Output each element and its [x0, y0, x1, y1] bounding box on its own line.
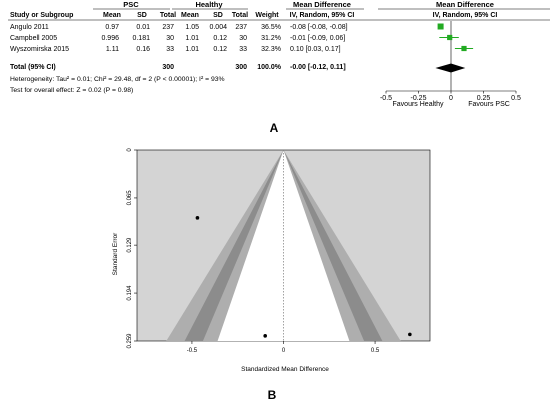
- panel-a-label: A: [270, 121, 279, 135]
- header-psc-total: Total: [160, 12, 176, 19]
- study-data-point: [195, 216, 200, 220]
- forest-tick-label: -0.25: [411, 95, 427, 102]
- healthy-total: 30: [239, 35, 247, 42]
- total-label: Total (95% CI): [10, 64, 56, 71]
- weight: 32.3%: [261, 46, 281, 53]
- psc-sd: 0.16: [136, 46, 150, 53]
- header-psc-mean: Mean: [103, 12, 121, 19]
- psc-mean: 0.97: [105, 24, 119, 31]
- ci-text: -0.08 [-0.08, -0.08]: [290, 24, 348, 31]
- overall-effect-text: Test for overall effect: Z = 0.02 (P = 0…: [10, 87, 133, 94]
- header-weight: Weight: [255, 12, 279, 19]
- forest-tick-label: 0.5: [511, 95, 521, 102]
- favours-right-label: Favours PSC: [468, 101, 510, 108]
- study-name: Wyszomirska 2015: [10, 46, 69, 53]
- funnel-y-tick-label: 0.194: [127, 285, 133, 301]
- forest-plot-panel: PSC Healthy Mean Difference Mean Differe…: [8, 0, 550, 135]
- heterogeneity-text: Heterogeneity: Tau² = 0.01; Chi² = 29.48…: [10, 76, 225, 83]
- funnel-x-axis-title: Standardized Mean Difference: [241, 366, 329, 373]
- study-name: Campbell 2005: [10, 35, 57, 42]
- healthy-sd: 0.12: [213, 46, 227, 53]
- study-name: Angulo 2011: [10, 24, 49, 31]
- study-row-2: Campbell 2005 0.996 0.181 30 1.01 0.12 3…: [10, 35, 345, 42]
- header-healthy-sd: SD: [213, 12, 223, 19]
- header-md-method: IV, Random, 95% CI: [290, 12, 355, 19]
- psc-total: 237: [162, 24, 174, 31]
- psc-total: 300: [162, 64, 174, 71]
- psc-mean: 0.996: [101, 35, 119, 42]
- ci-text: 0.10 [0.03, 0.17]: [290, 46, 341, 53]
- header-healthy-total: Total: [232, 12, 248, 19]
- total-weight: 100.0%: [257, 64, 282, 71]
- header-md-plot-group: Mean Difference: [436, 0, 494, 9]
- funnel-y-tick-label: 0.259: [127, 333, 133, 349]
- psc-total: 30: [166, 35, 174, 42]
- header-psc-group: PSC: [123, 0, 139, 9]
- healthy-mean: 1.05: [185, 24, 199, 31]
- healthy-total: 300: [235, 64, 247, 71]
- psc-mean: 1.11: [106, 46, 119, 53]
- funnel-y-tick-label: 0.129: [127, 237, 133, 253]
- study-point-marker: [447, 34, 453, 41]
- header-psc-sd: SD: [137, 12, 147, 19]
- forest-plot-graphic: -0.5 -0.25 0 0.25 0.5: [380, 21, 521, 102]
- healthy-sd: 0.004: [209, 24, 227, 31]
- psc-sd: 0.181: [132, 35, 150, 42]
- header-healthy-group: Healthy: [195, 0, 223, 9]
- study-row-3: Wyszomirska 2015 1.11 0.16 33 1.01 0.12 …: [10, 46, 341, 53]
- funnel-core-region: [217, 150, 350, 341]
- forest-tick-label: 0.25: [477, 95, 491, 102]
- study-point-marker: [461, 45, 467, 52]
- funnel-y-tick-label: 0.065: [127, 190, 133, 206]
- healthy-mean: 1.01: [185, 46, 199, 53]
- psc-sd: 0.01: [136, 24, 150, 31]
- healthy-sd: 0.12: [213, 35, 227, 42]
- funnel-y-tick-label: 0: [127, 148, 133, 152]
- header-md-plot-method: IV, Random, 95% CI: [433, 12, 498, 19]
- study-data-point: [263, 334, 267, 338]
- panel-b-label: B: [268, 388, 277, 402]
- funnel-y-axis-title: Standard Error: [112, 232, 119, 275]
- forest-tick-label: -0.5: [380, 95, 392, 102]
- funnel-x-tick-label: -0.5: [187, 348, 198, 354]
- forest-tick-label: 0: [449, 95, 453, 102]
- summary-diamond: [435, 63, 466, 73]
- study-row-1: Angulo 2011 0.97 0.01 237 1.05 0.004 237…: [10, 24, 348, 31]
- weight: 31.2%: [261, 35, 281, 42]
- ci-text: -0.01 [-0.09, 0.06]: [290, 35, 345, 42]
- header-healthy-mean: Mean: [181, 12, 199, 19]
- total-ci-text: -0.00 [-0.12, 0.11]: [290, 64, 346, 71]
- study-data-point: [408, 332, 412, 337]
- psc-total: 33: [166, 46, 174, 53]
- header-study: Study or Subgroup: [10, 12, 73, 19]
- funnel-x-tick-label: 0: [282, 348, 286, 354]
- favours-left-label: Favours Healthy: [393, 101, 444, 108]
- healthy-total: 33: [239, 46, 247, 53]
- weight: 36.5%: [261, 24, 281, 31]
- funnel-plot-graphic: 0 0.065 0.129 0.194 0.259 -0.5 0 0.5: [127, 148, 431, 354]
- total-row: Total (95% CI) 300 300 100.0% -0.00 [-0.…: [10, 64, 346, 71]
- funnel-x-tick-label: 0.5: [371, 348, 380, 354]
- healthy-total: 237: [235, 24, 247, 31]
- study-point-marker: [437, 23, 444, 30]
- funnel-plot-panel: 0 0.065 0.129 0.194 0.259 -0.5 0 0.5 Standard E…: [112, 148, 431, 402]
- healthy-mean: 1.01: [185, 35, 199, 42]
- header-md-group: Mean Difference: [293, 0, 351, 9]
